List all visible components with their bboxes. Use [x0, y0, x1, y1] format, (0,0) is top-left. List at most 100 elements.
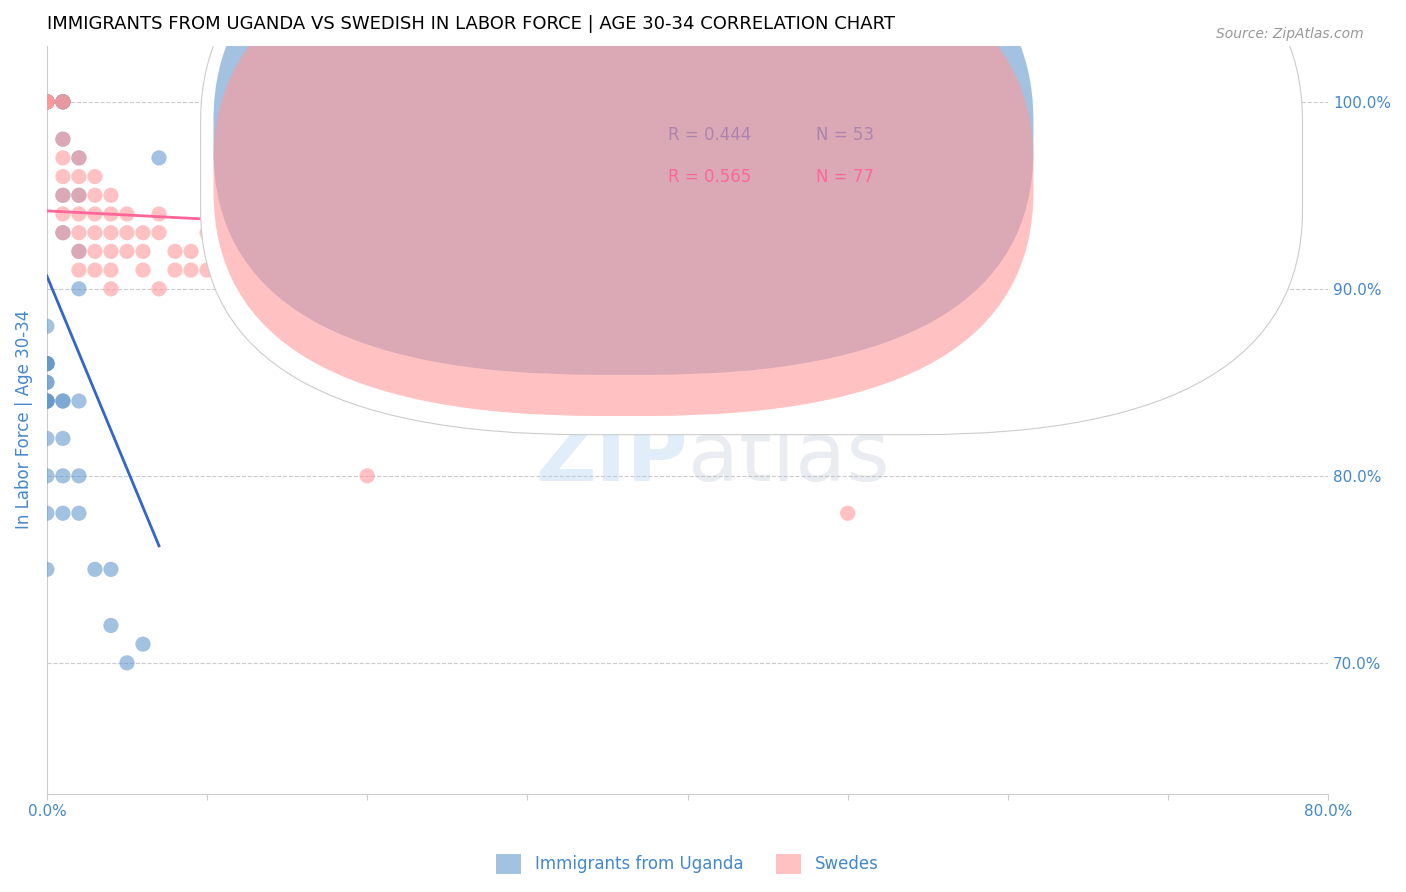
Swedes: [35, 95, 58, 109]
Swedes: [35, 95, 58, 109]
Immigrants from Uganda: [35, 357, 58, 371]
Swedes: [84, 226, 107, 240]
Immigrants from Uganda: [35, 95, 58, 109]
Text: N = 53: N = 53: [815, 127, 873, 145]
Immigrants from Uganda: [35, 95, 58, 109]
Swedes: [516, 263, 538, 277]
Swedes: [917, 244, 939, 259]
Swedes: [67, 188, 90, 202]
Swedes: [115, 207, 138, 221]
Immigrants from Uganda: [35, 95, 58, 109]
Swedes: [484, 244, 506, 259]
Swedes: [1077, 169, 1099, 184]
Text: ZIP: ZIP: [536, 417, 688, 498]
Swedes: [837, 506, 859, 520]
Swedes: [243, 244, 266, 259]
Text: R = 0.565: R = 0.565: [668, 168, 752, 186]
Text: atlas: atlas: [688, 417, 889, 498]
Swedes: [148, 226, 170, 240]
Immigrants from Uganda: [67, 394, 90, 409]
Swedes: [276, 226, 298, 240]
Text: R = 0.444: R = 0.444: [668, 127, 752, 145]
Immigrants from Uganda: [35, 95, 58, 109]
Swedes: [772, 244, 794, 259]
Swedes: [356, 226, 378, 240]
Swedes: [195, 263, 218, 277]
FancyBboxPatch shape: [201, 0, 1302, 434]
Immigrants from Uganda: [67, 244, 90, 259]
Swedes: [67, 226, 90, 240]
Swedes: [84, 207, 107, 221]
Immigrants from Uganda: [67, 282, 90, 296]
Immigrants from Uganda: [67, 468, 90, 483]
Swedes: [148, 282, 170, 296]
Swedes: [35, 95, 58, 109]
Immigrants from Uganda: [52, 226, 75, 240]
Immigrants from Uganda: [35, 376, 58, 390]
Immigrants from Uganda: [52, 95, 75, 109]
Immigrants from Uganda: [35, 394, 58, 409]
Immigrants from Uganda: [52, 432, 75, 446]
Immigrants from Uganda: [67, 151, 90, 165]
Immigrants from Uganda: [35, 506, 58, 520]
Immigrants from Uganda: [52, 394, 75, 409]
Immigrants from Uganda: [52, 468, 75, 483]
Swedes: [67, 151, 90, 165]
Immigrants from Uganda: [52, 506, 75, 520]
Immigrants from Uganda: [52, 95, 75, 109]
Swedes: [212, 244, 235, 259]
Swedes: [612, 226, 634, 240]
Swedes: [163, 244, 186, 259]
Immigrants from Uganda: [35, 394, 58, 409]
Immigrants from Uganda: [35, 357, 58, 371]
Immigrants from Uganda: [52, 95, 75, 109]
Immigrants from Uganda: [52, 188, 75, 202]
Swedes: [52, 188, 75, 202]
Swedes: [180, 263, 202, 277]
Legend: Immigrants from Uganda, Swedes: Immigrants from Uganda, Swedes: [489, 847, 886, 880]
Swedes: [67, 169, 90, 184]
FancyBboxPatch shape: [214, 0, 1033, 375]
Text: IMMIGRANTS FROM UGANDA VS SWEDISH IN LABOR FORCE | AGE 30-34 CORRELATION CHART: IMMIGRANTS FROM UGANDA VS SWEDISH IN LAB…: [46, 15, 894, 33]
Immigrants from Uganda: [148, 151, 170, 165]
Swedes: [84, 169, 107, 184]
Swedes: [100, 207, 122, 221]
Swedes: [84, 188, 107, 202]
Swedes: [67, 263, 90, 277]
Swedes: [1188, 151, 1211, 165]
Swedes: [548, 244, 571, 259]
Swedes: [100, 263, 122, 277]
Swedes: [292, 244, 315, 259]
Immigrants from Uganda: [52, 132, 75, 146]
Swedes: [388, 244, 411, 259]
Swedes: [52, 207, 75, 221]
Swedes: [67, 207, 90, 221]
Swedes: [1237, 95, 1260, 109]
Immigrants from Uganda: [100, 618, 122, 632]
Immigrants from Uganda: [84, 562, 107, 576]
Immigrants from Uganda: [67, 188, 90, 202]
Immigrants from Uganda: [35, 357, 58, 371]
Immigrants from Uganda: [35, 394, 58, 409]
Immigrants from Uganda: [35, 319, 58, 334]
Immigrants from Uganda: [35, 95, 58, 109]
Swedes: [84, 263, 107, 277]
Swedes: [100, 188, 122, 202]
Immigrants from Uganda: [67, 506, 90, 520]
Swedes: [260, 207, 283, 221]
Swedes: [323, 263, 346, 277]
Immigrants from Uganda: [35, 95, 58, 109]
Swedes: [35, 95, 58, 109]
Immigrants from Uganda: [35, 95, 58, 109]
Immigrants from Uganda: [35, 468, 58, 483]
Swedes: [35, 95, 58, 109]
Text: Source: ZipAtlas.com: Source: ZipAtlas.com: [1216, 27, 1364, 41]
Swedes: [115, 244, 138, 259]
Immigrants from Uganda: [35, 95, 58, 109]
Swedes: [436, 263, 458, 277]
Swedes: [67, 244, 90, 259]
Swedes: [356, 468, 378, 483]
Immigrants from Uganda: [35, 357, 58, 371]
Swedes: [581, 263, 603, 277]
Swedes: [100, 282, 122, 296]
